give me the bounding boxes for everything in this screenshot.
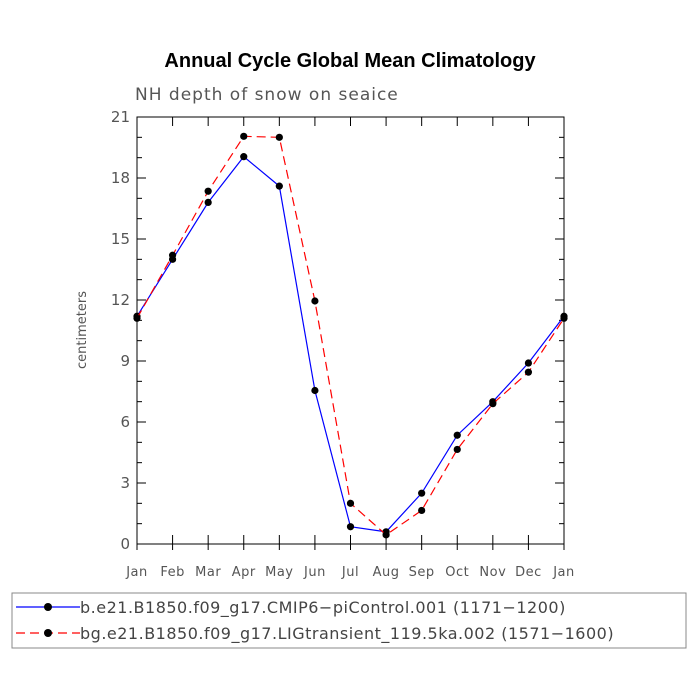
data-point [204,198,212,206]
plot-frame [136,116,565,545]
x-tick-label: Feb [160,565,185,580]
legend: b.e21.B1850.f09_g17.CMIP6−piControl.001 … [11,592,687,649]
y-axis-label: centimeters [75,291,90,369]
y-tick-label: 18 [111,169,130,187]
data-point [453,431,461,439]
legend-swatch-marker [44,629,52,637]
x-tick-label: May [265,565,293,580]
series-line [136,135,565,536]
series-layer [133,132,568,539]
data-point [311,386,319,395]
legend-entry: b.e21.B1850.f09_g17.CMIP6−piControl.001 … [80,598,566,618]
data-point [382,531,390,539]
data-point [168,251,177,259]
x-tick-label: Jan [552,565,575,580]
x-tick-label: Jun [303,565,326,580]
series-line [136,155,565,533]
chart-subtitle: NH depth of snow on seaice [135,85,399,105]
ticks-layer: 0 3 6 9 12 15 18 21 Jan Feb Mar Apr May Jun Jul Aug Sep O… [111,108,575,580]
data-point [346,523,355,531]
y-tick-label: 15 [111,230,130,248]
y-tick-label: 6 [120,413,130,431]
data-point [204,187,212,195]
x-tick-label: Mar [195,565,221,580]
y-tick-label: 9 [120,352,130,370]
x-tick-label: Jul [341,565,359,580]
data-point [418,489,426,497]
x-tick-label: Sep [409,565,435,580]
legend-box [11,592,687,649]
data-point [418,506,426,515]
y-tick-label: 21 [111,108,130,126]
data-point [240,132,248,140]
y-tick-label: 0 [120,535,130,553]
y-tick-label: 3 [120,474,130,492]
x-tick-label: Nov [479,565,506,580]
data-point [524,359,533,367]
legend-swatch-marker [44,603,52,611]
x-tick-label: Aug [373,565,400,580]
data-point [240,153,248,161]
data-point [524,368,533,376]
x-tick-label: Dec [515,565,542,580]
x-tick-label: Oct [445,565,469,580]
data-point [453,445,461,454]
legend-entry: bg.e21.B1850.f09_g17.LIGtransient_119.5k… [80,624,614,644]
data-point [489,400,497,408]
x-tick-label: Apr [232,565,256,580]
data-point [311,297,319,305]
data-point [346,499,355,507]
y-tick-label: 12 [111,291,130,309]
x-tick-label: Jan [125,565,148,580]
data-point [275,133,283,141]
data-point [275,182,283,190]
chart-title: Annual Cycle Global Mean Climatology [164,50,536,72]
